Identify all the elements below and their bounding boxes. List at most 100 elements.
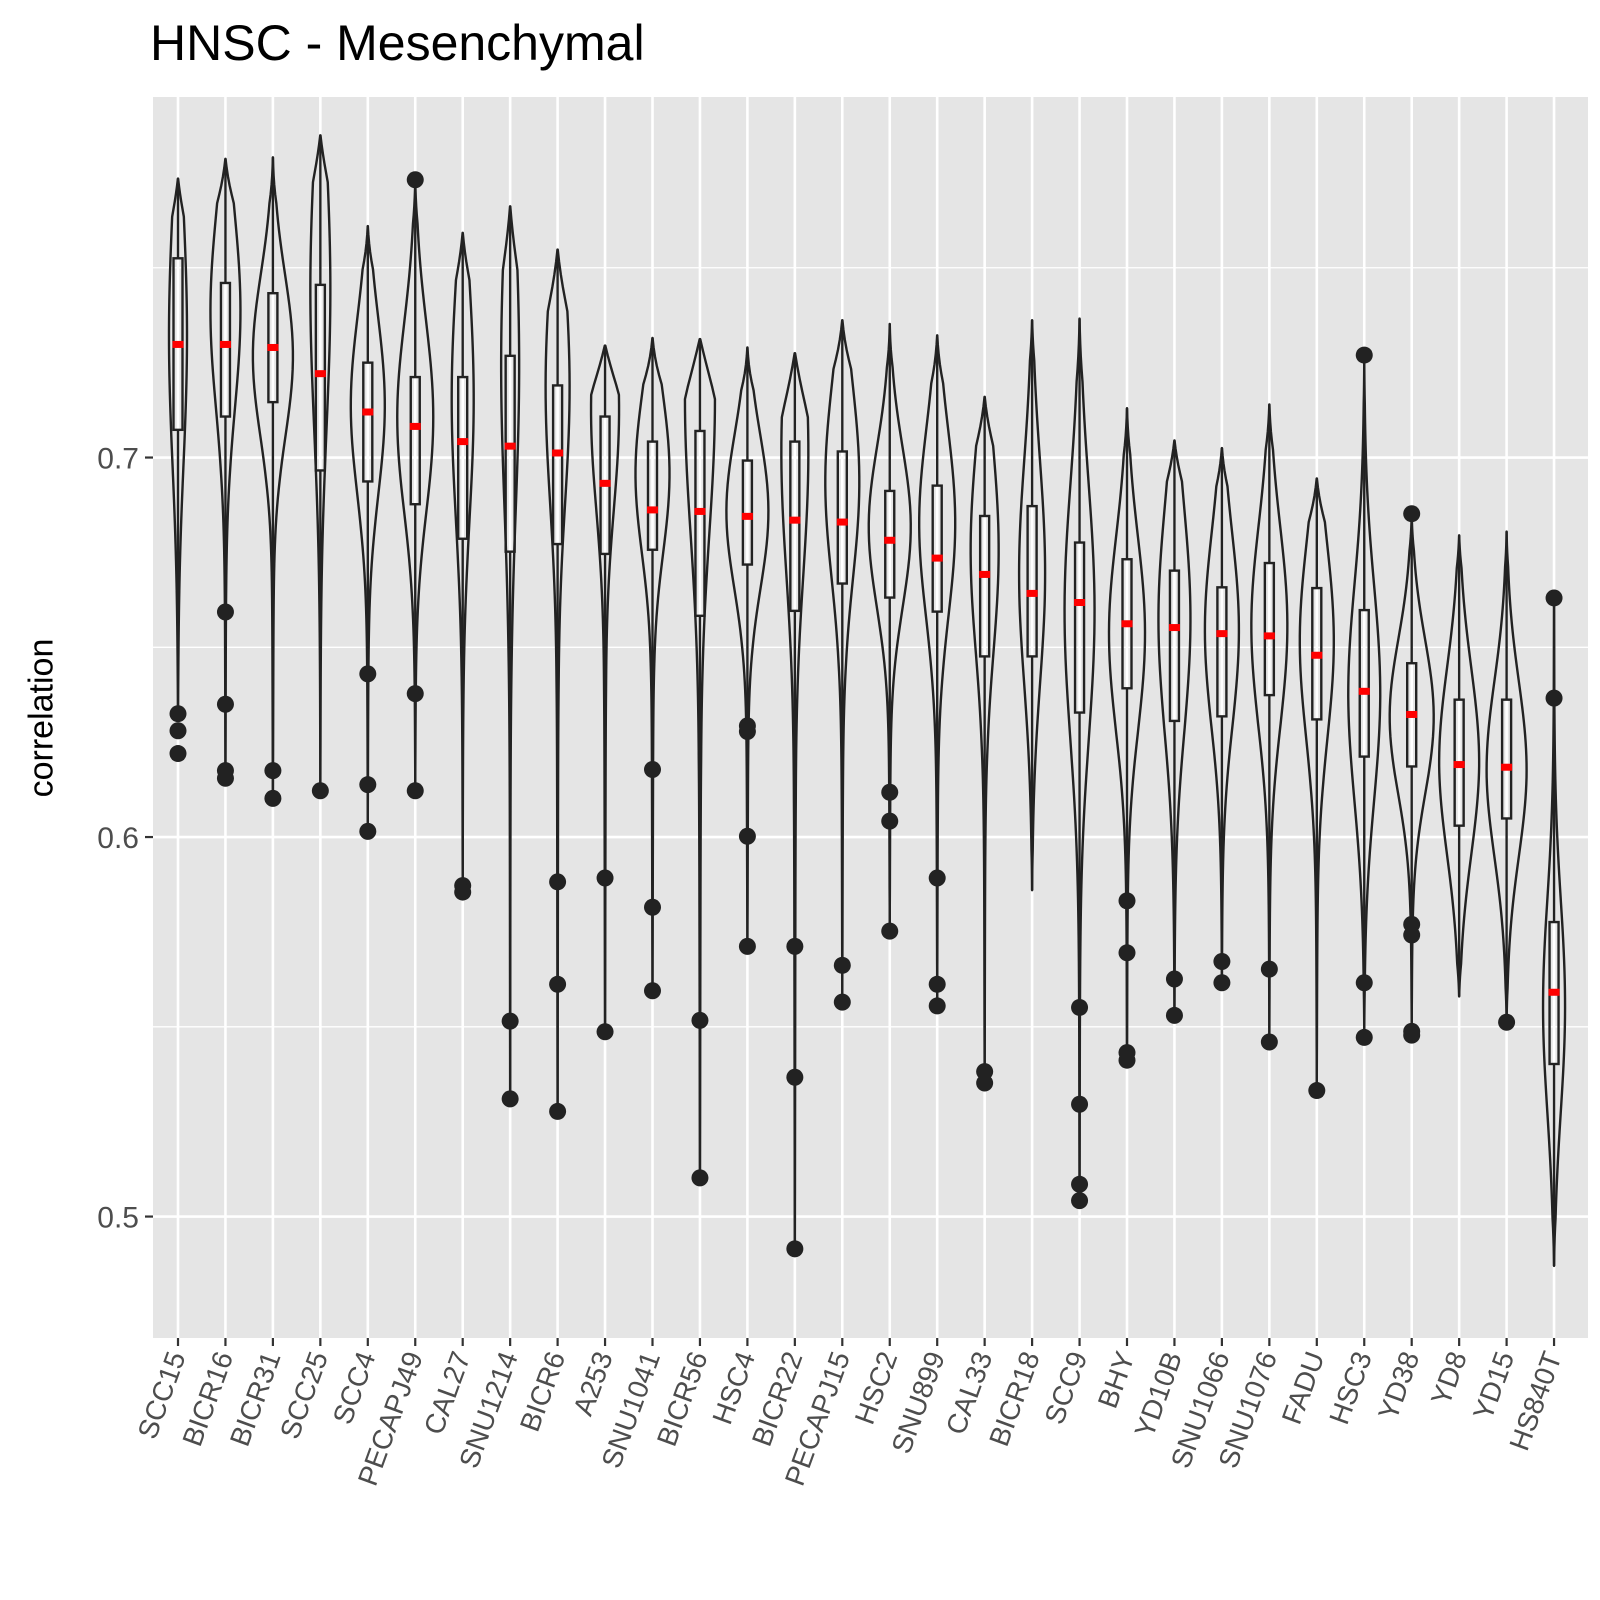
iqr-box bbox=[409, 375, 421, 506]
y-tick-label: 0.6 bbox=[97, 822, 139, 855]
median-marker bbox=[647, 506, 658, 514]
outlier-point bbox=[169, 705, 187, 723]
outlier-point bbox=[216, 695, 234, 713]
median-marker bbox=[504, 442, 516, 450]
iqr-box bbox=[1358, 608, 1370, 758]
outlier-point bbox=[691, 1169, 709, 1187]
violin-scc25 bbox=[309, 134, 332, 800]
outlier-point bbox=[406, 782, 424, 800]
y-tick-label: 0.5 bbox=[97, 1202, 139, 1235]
iqr-box bbox=[789, 440, 801, 613]
outlier-point bbox=[1498, 1013, 1516, 1031]
outlier-point bbox=[1403, 505, 1421, 523]
iqr-box bbox=[978, 514, 991, 658]
violin-outline bbox=[167, 177, 189, 714]
iqr-box bbox=[1073, 541, 1086, 714]
median-marker bbox=[1168, 624, 1180, 632]
outlier-point bbox=[359, 776, 377, 794]
outlier-point bbox=[1118, 1051, 1136, 1069]
median-marker bbox=[599, 479, 611, 487]
x-tick-label: SCC4 bbox=[327, 1347, 382, 1428]
violin-outline bbox=[1017, 318, 1047, 892]
violin-snu1041 bbox=[634, 336, 671, 1000]
outlier-point bbox=[406, 171, 424, 189]
iqr-box bbox=[551, 384, 564, 546]
median-marker bbox=[1358, 687, 1370, 695]
median-marker bbox=[1121, 620, 1133, 628]
iqr-box bbox=[1168, 569, 1181, 723]
outlier-point bbox=[976, 1074, 994, 1092]
median-marker bbox=[694, 507, 706, 515]
outlier-point bbox=[1071, 1095, 1089, 1113]
outlier-point bbox=[1403, 926, 1421, 944]
violin-bicr6 bbox=[544, 248, 571, 1120]
iqr-box bbox=[457, 375, 469, 540]
outlier-point bbox=[1260, 960, 1278, 978]
median-marker bbox=[1453, 761, 1465, 769]
violin-snu1076 bbox=[1250, 403, 1289, 1051]
violin-bicr18 bbox=[1017, 318, 1047, 892]
outlier-point bbox=[454, 883, 472, 901]
outlier-point bbox=[596, 869, 614, 887]
median-marker bbox=[1263, 632, 1275, 640]
outlier-point bbox=[738, 723, 756, 741]
outlier-point bbox=[1308, 1082, 1326, 1100]
violin-bicr16 bbox=[209, 157, 242, 787]
outlier-point bbox=[833, 956, 851, 974]
violin-snu1214 bbox=[499, 205, 521, 1108]
violin-yd10b bbox=[1157, 439, 1192, 1024]
median-marker bbox=[1406, 710, 1418, 718]
outlier-point bbox=[549, 873, 567, 891]
median-marker bbox=[1501, 763, 1513, 771]
outlier-point bbox=[596, 1023, 614, 1041]
median-marker bbox=[1311, 651, 1323, 659]
iqr-box bbox=[741, 459, 754, 566]
iqr-box bbox=[1500, 698, 1513, 820]
x-tick-label: YD8 bbox=[1425, 1347, 1473, 1409]
violin-yd38 bbox=[1388, 505, 1435, 1044]
outlier-point bbox=[501, 1012, 519, 1030]
violin-bicr56 bbox=[683, 337, 717, 1187]
median-marker bbox=[836, 518, 848, 526]
violin-outline bbox=[1250, 403, 1289, 1044]
outlier-point bbox=[1260, 1033, 1278, 1051]
outlier-point bbox=[1355, 974, 1373, 992]
outlier-point bbox=[406, 685, 424, 703]
violin-outline bbox=[1063, 317, 1096, 1203]
outlier-point bbox=[1403, 1026, 1421, 1044]
median-marker bbox=[219, 340, 231, 348]
violin-bhy bbox=[1107, 407, 1147, 1069]
outlier-point bbox=[738, 937, 756, 955]
x-tick-label: FADU bbox=[1276, 1347, 1331, 1428]
iqr-box bbox=[836, 450, 848, 585]
x-tick-label: HSC2 bbox=[849, 1347, 904, 1428]
outlier-point bbox=[1071, 1192, 1089, 1210]
x-tick-label: SCC9 bbox=[1039, 1347, 1094, 1428]
median-marker bbox=[1548, 988, 1560, 996]
outlier-point bbox=[928, 869, 946, 887]
violin-hsc4 bbox=[725, 346, 770, 955]
median-marker bbox=[789, 516, 801, 524]
median-marker bbox=[1026, 589, 1038, 597]
outlier-point bbox=[501, 1090, 519, 1108]
outlier-point bbox=[169, 722, 187, 740]
iqr-box bbox=[504, 354, 516, 553]
chart-title: HNSC - Mesenchymal bbox=[150, 15, 645, 71]
iqr-box bbox=[1263, 561, 1276, 697]
iqr-box bbox=[694, 429, 706, 617]
outlier-point bbox=[833, 993, 851, 1011]
violin-scc15 bbox=[167, 177, 189, 763]
iqr-box bbox=[931, 484, 943, 613]
outlier-point bbox=[881, 922, 899, 940]
violin-hsc2 bbox=[867, 322, 912, 940]
violin-outline bbox=[1437, 534, 1481, 998]
x-tick-label: YD38 bbox=[1372, 1347, 1425, 1423]
x-tick-label: A253 bbox=[567, 1347, 619, 1419]
outlier-point bbox=[216, 769, 234, 787]
violin-snu899 bbox=[918, 334, 957, 1015]
iqr-box bbox=[362, 361, 374, 483]
iqr-box bbox=[884, 489, 896, 599]
median-marker bbox=[979, 570, 991, 578]
violin-pecapj15 bbox=[824, 318, 861, 1011]
